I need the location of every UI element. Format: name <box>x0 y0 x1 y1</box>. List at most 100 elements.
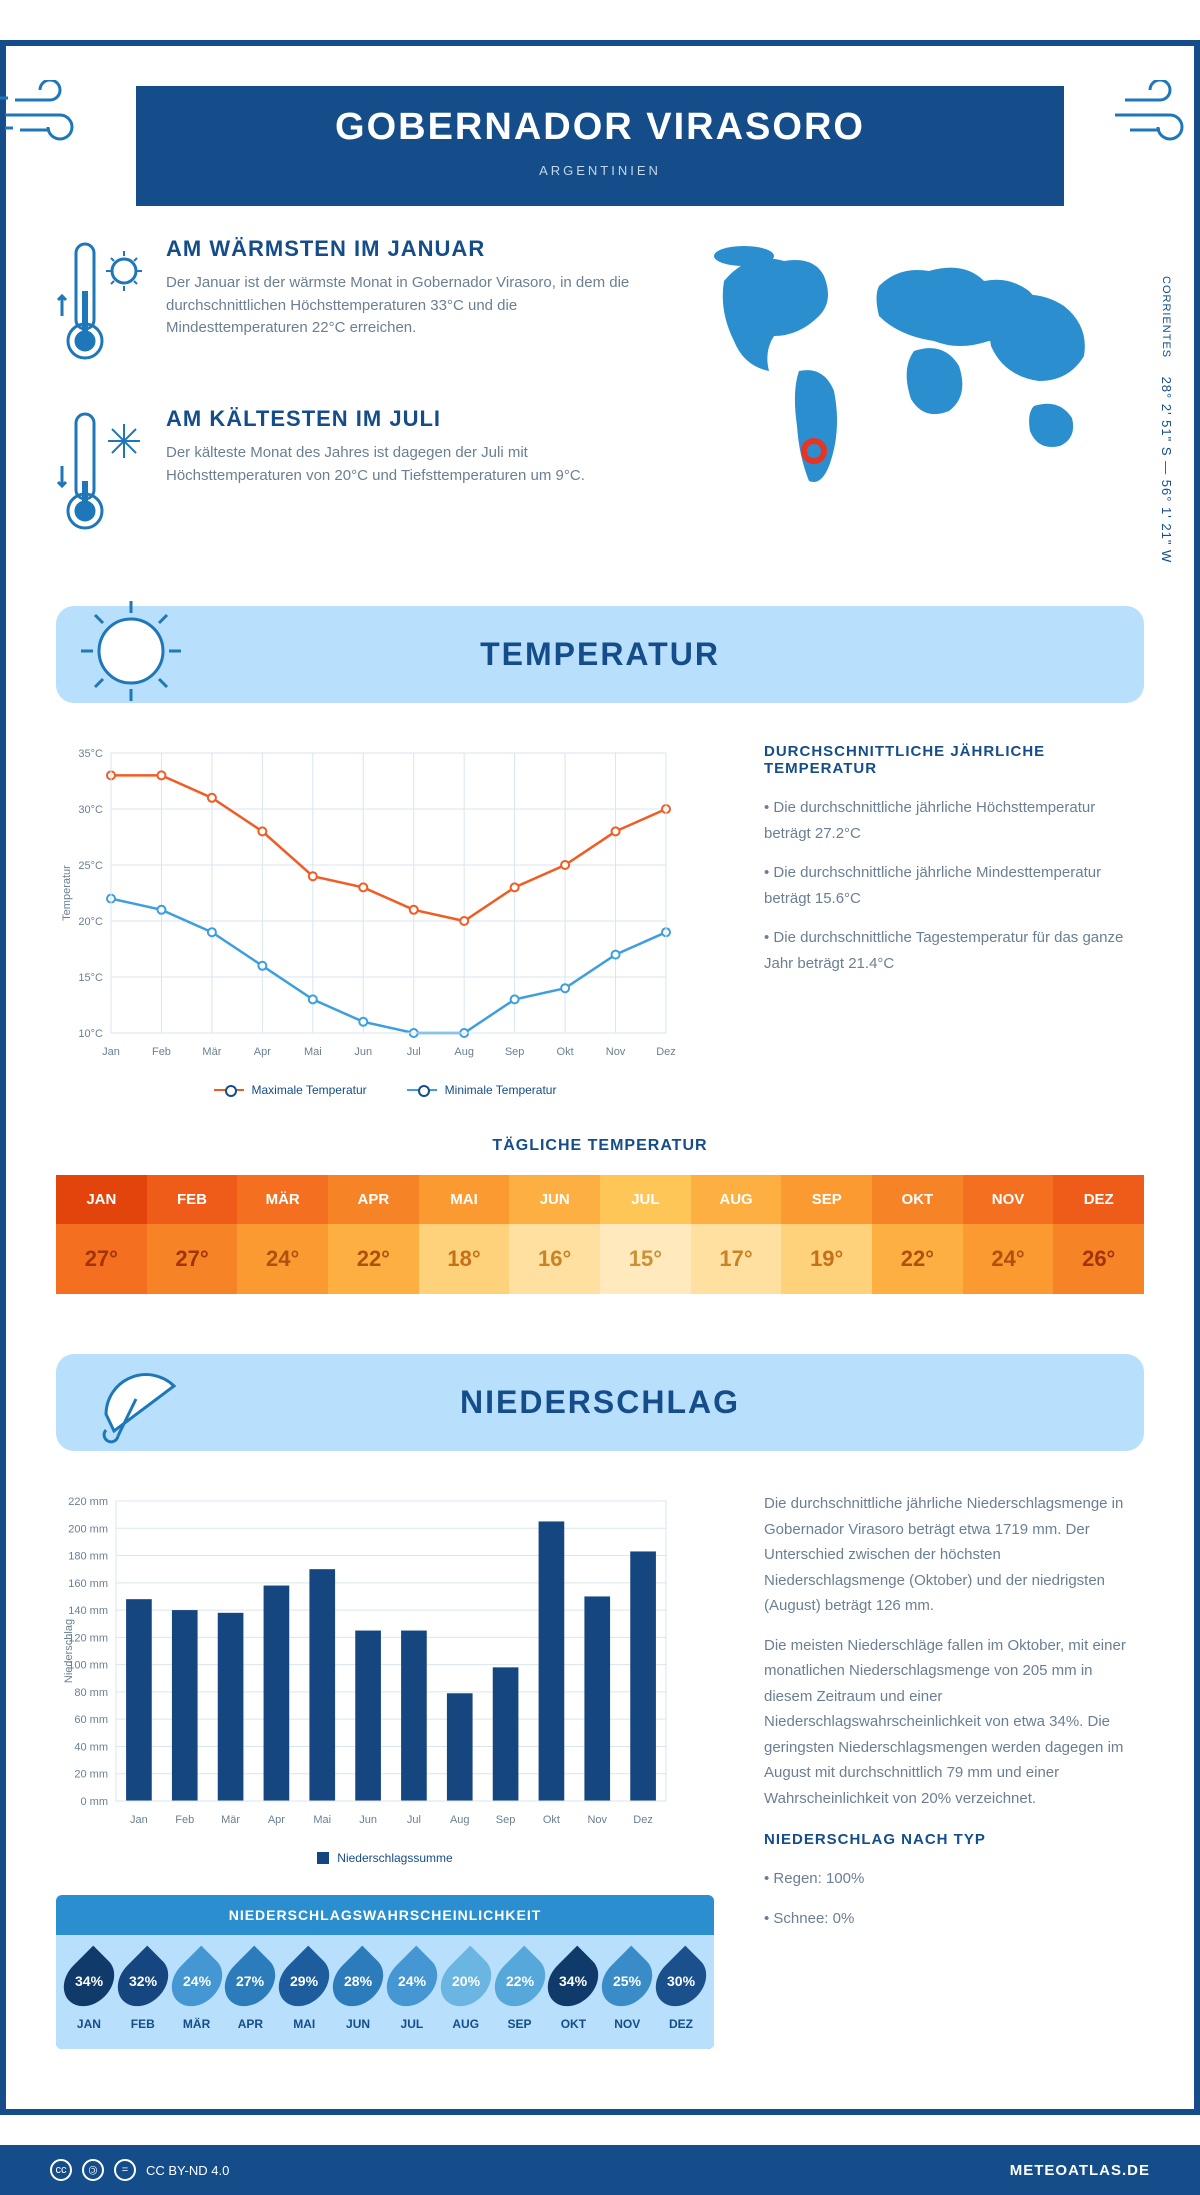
svg-text:140 mm: 140 mm <box>68 1605 108 1617</box>
svg-text:Mai: Mai <box>304 1046 322 1058</box>
precip-legend: Niederschlagssumme <box>56 1851 714 1865</box>
temperature-legend: Maximale Temperatur Minimale Temperatur <box>56 1083 714 1097</box>
precip-para-2: Die meisten Niederschläge fallen im Okto… <box>764 1633 1144 1812</box>
svg-text:25°C: 25°C <box>78 860 103 872</box>
svg-text:Dez: Dez <box>633 1814 653 1826</box>
temp-col: JUL15° <box>600 1175 691 1294</box>
svg-text:Mär: Mär <box>202 1046 221 1058</box>
svg-text:Jul: Jul <box>407 1046 421 1058</box>
cold-block: AM KÄLTESTEN IM JULI Der kälteste Monat … <box>56 406 634 541</box>
svg-text:220 mm: 220 mm <box>68 1496 108 1508</box>
svg-text:160 mm: 160 mm <box>68 1578 108 1590</box>
daily-temp-table: JAN27°FEB27°MÄR24°APR22°MAI18°JUN16°JUL1… <box>56 1175 1144 1294</box>
svg-text:Aug: Aug <box>450 1814 470 1826</box>
svg-text:Apr: Apr <box>254 1046 271 1058</box>
svg-text:Mär: Mär <box>221 1814 240 1826</box>
svg-text:35°C: 35°C <box>78 748 103 760</box>
precip-heading: NIEDERSCHLAG <box>56 1384 1144 1421</box>
svg-text:Nov: Nov <box>606 1046 626 1058</box>
page-title: GOBERNADOR VIRASORO <box>166 106 1034 149</box>
svg-text:10°C: 10°C <box>78 1028 103 1040</box>
svg-text:180 mm: 180 mm <box>68 1551 108 1563</box>
svg-text:Mai: Mai <box>313 1814 331 1826</box>
precip-type-title: NIEDERSCHLAG NACH TYP <box>764 1831 1144 1848</box>
svg-text:Apr: Apr <box>268 1814 285 1826</box>
warm-block: AM WÄRMSTEN IM JANUAR Der Januar ist der… <box>56 236 634 371</box>
temp-col: JAN27° <box>56 1175 147 1294</box>
svg-text:20 mm: 20 mm <box>74 1769 108 1781</box>
prob-drop: 34%OKT <box>548 1953 598 2031</box>
svg-text:Temperatur: Temperatur <box>61 865 73 921</box>
umbrella-icon <box>76 1344 186 1459</box>
temp-bullet-list: Die durchschnittliche jährliche Höchstte… <box>764 795 1144 976</box>
prob-drop: 28%JUN <box>333 1953 383 2031</box>
temp-col: APR22° <box>328 1175 419 1294</box>
temp-side-title: DURCHSCHNITTLICHE JÄHRLICHE TEMPERATUR <box>764 743 1144 777</box>
precip-section-header: NIEDERSCHLAG <box>56 1354 1144 1451</box>
temp-col: NOV24° <box>963 1175 1054 1294</box>
warm-text: Der Januar ist der wärmste Monat in Gobe… <box>166 272 634 340</box>
svg-text:0 mm: 0 mm <box>81 1796 109 1808</box>
svg-text:Feb: Feb <box>175 1814 194 1826</box>
svg-text:Feb: Feb <box>152 1046 171 1058</box>
daily-temp-title: TÄGLICHE TEMPERATUR <box>56 1137 1144 1155</box>
svg-text:Jul: Jul <box>407 1814 421 1826</box>
svg-text:Aug: Aug <box>454 1046 474 1058</box>
svg-text:Okt: Okt <box>557 1046 574 1058</box>
prob-drop: 29%MAI <box>279 1953 329 2031</box>
prob-drop: 20%AUG <box>441 1953 491 2031</box>
world-map: CORRIENTES 28° 2' 51" S — 56° 1' 21" W <box>684 236 1144 576</box>
page-title-banner: GOBERNADOR VIRASORO ARGENTINIEN <box>136 86 1064 206</box>
page-subtitle: ARGENTINIEN <box>166 163 1034 178</box>
svg-text:Sep: Sep <box>496 1814 516 1826</box>
svg-text:Nov: Nov <box>587 1814 607 1826</box>
wind-icon <box>1110 80 1200 150</box>
precip-bar-chart: 0 mm20 mm40 mm60 mm80 mm100 mm120 mm140 … <box>56 1491 676 1831</box>
svg-text:Jun: Jun <box>359 1814 377 1826</box>
precip-type-list: Regen: 100%Schnee: 0% <box>764 1866 1144 1931</box>
precip-para-1: Die durchschnittliche jährliche Niedersc… <box>764 1491 1144 1619</box>
temperature-section-header: TEMPERATUR <box>56 606 1144 703</box>
license: cc🄯= CC BY-ND 4.0 <box>50 2159 229 2181</box>
prob-drop: 32%FEB <box>118 1953 168 2031</box>
svg-text:30°C: 30°C <box>78 804 103 816</box>
svg-text:Sep: Sep <box>505 1046 525 1058</box>
svg-text:Okt: Okt <box>543 1814 560 1826</box>
thermometer-hot-icon <box>56 236 146 371</box>
wind-icon <box>0 80 90 150</box>
svg-text:Niederschlag: Niederschlag <box>63 1619 75 1683</box>
warm-title: AM WÄRMSTEN IM JANUAR <box>166 236 634 262</box>
prob-drop: 24%JUL <box>387 1953 437 2031</box>
svg-text:200 mm: 200 mm <box>68 1523 108 1535</box>
svg-text:Jan: Jan <box>130 1814 148 1826</box>
temp-col: JUN16° <box>509 1175 600 1294</box>
prob-drop: 27%APR <box>225 1953 275 2031</box>
temp-col: AUG17° <box>691 1175 782 1294</box>
prob-drop: 25%NOV <box>602 1953 652 2031</box>
svg-text:60 mm: 60 mm <box>74 1714 108 1726</box>
temp-col: OKT22° <box>872 1175 963 1294</box>
prob-drop: 24%MÄR <box>172 1953 222 2031</box>
cold-title: AM KÄLTESTEN IM JULI <box>166 406 634 432</box>
svg-text:40 mm: 40 mm <box>74 1741 108 1753</box>
svg-text:80 mm: 80 mm <box>74 1687 108 1699</box>
temp-col: DEZ26° <box>1053 1175 1144 1294</box>
svg-text:Jan: Jan <box>102 1046 120 1058</box>
sun-icon <box>76 596 186 711</box>
svg-text:Dez: Dez <box>656 1046 676 1058</box>
coordinates: CORRIENTES 28° 2' 51" S — 56° 1' 21" W <box>1159 276 1174 563</box>
temp-col: FEB27° <box>147 1175 238 1294</box>
brand: METEOATLAS.DE <box>1010 2162 1150 2179</box>
temperature-heading: TEMPERATUR <box>56 636 1144 673</box>
thermometer-cold-icon <box>56 406 146 541</box>
svg-text:20°C: 20°C <box>78 916 103 928</box>
temperature-line-chart: 10°C15°C20°C25°C30°C35°CJanFebMärAprMaiJ… <box>56 743 714 1097</box>
svg-text:Jun: Jun <box>354 1046 372 1058</box>
prob-drop: 34%JAN <box>64 1953 114 2031</box>
footer: cc🄯= CC BY-ND 4.0 METEOATLAS.DE <box>0 2145 1200 2195</box>
temp-col: MÄR24° <box>237 1175 328 1294</box>
cold-text: Der kälteste Monat des Jahres ist dagege… <box>166 442 634 487</box>
prob-drop: 22%SEP <box>495 1953 545 2031</box>
prob-drop: 30%DEZ <box>656 1953 706 2031</box>
precip-probability-box: NIEDERSCHLAGSWAHRSCHEINLICHKEIT 34%JAN32… <box>56 1895 714 2049</box>
